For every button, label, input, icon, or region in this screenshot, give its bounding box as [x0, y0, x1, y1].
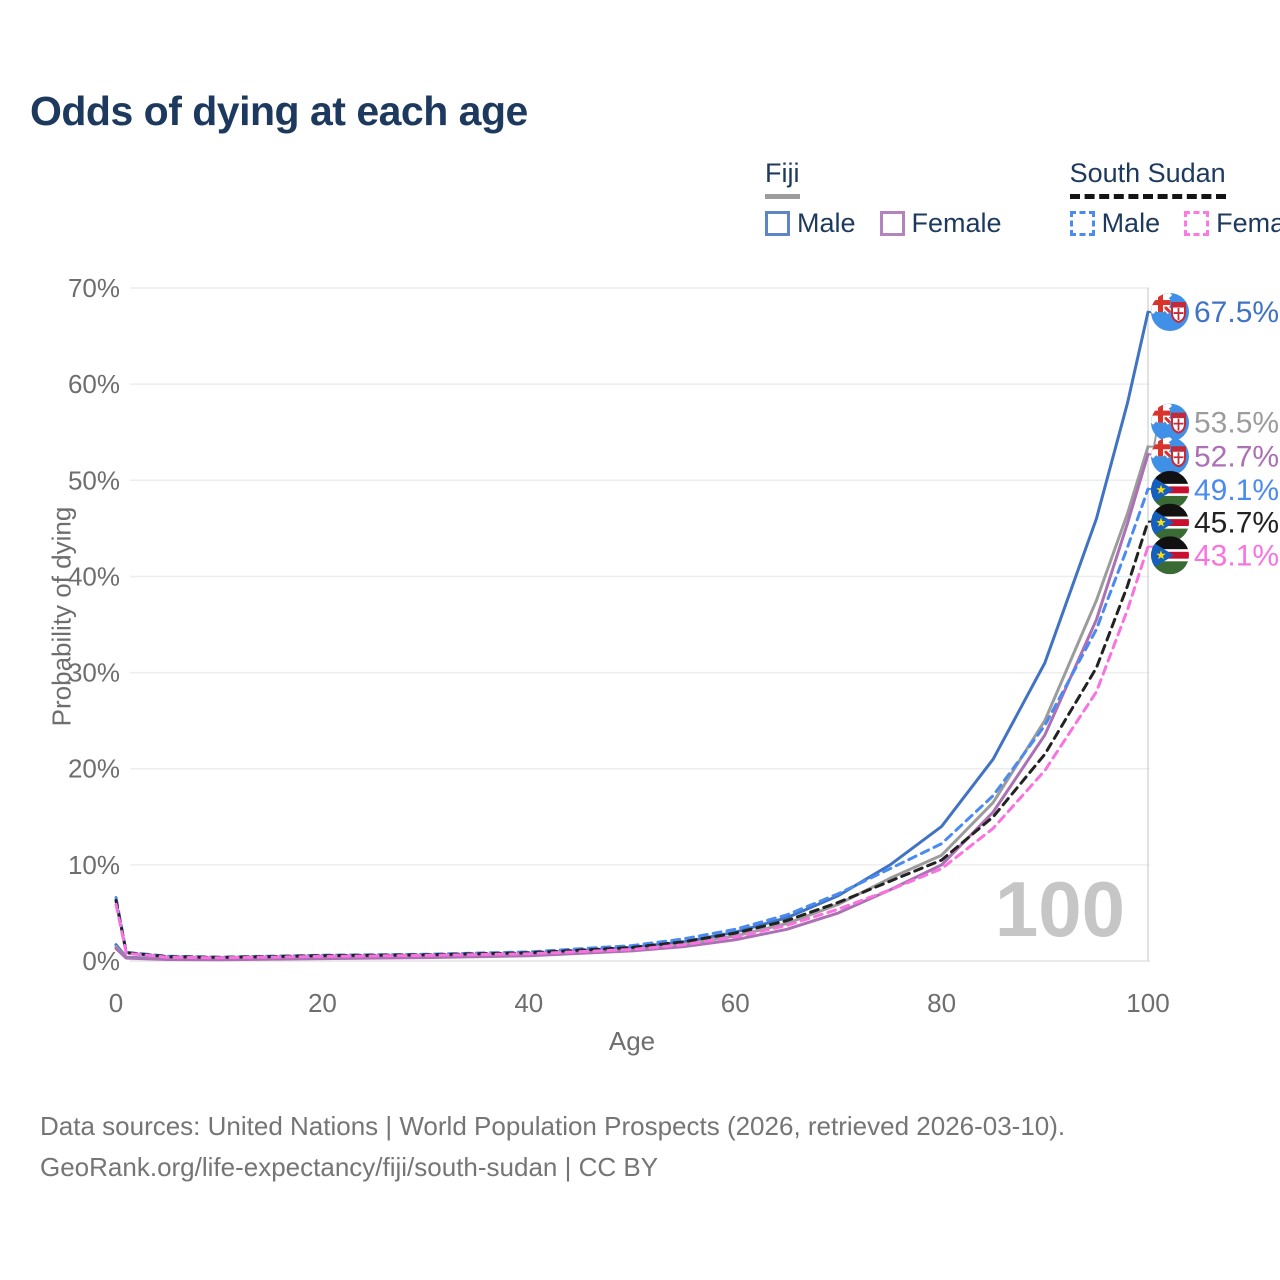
legend-group-south-sudan: South Sudan Male Female [1069, 158, 1280, 239]
legend-item-label: Female [1216, 208, 1280, 238]
y-tick-label: 0% [82, 946, 120, 976]
footer-line-1: Data sources: United Nations | World Pop… [40, 1111, 1066, 1141]
south_sudan-flag-icon [1151, 536, 1189, 575]
y-tick-label: 10% [68, 850, 120, 880]
south_sudan-flag-icon [1151, 470, 1189, 509]
south_sudan-flag-icon [1151, 503, 1189, 542]
hover-age-watermark: 100 [860, 870, 1125, 948]
footer-attribution: Data sources: United Nations | World Pop… [40, 1106, 1240, 1188]
legend-item-south-sudan-female[interactable]: Female [1184, 208, 1280, 239]
end-value-label: 45.7% [1194, 507, 1279, 540]
page-title: Odds of dying at each age [30, 88, 528, 134]
fiji-flag-icon [1151, 293, 1189, 332]
x-tick-label: 100 [1126, 988, 1169, 1018]
fiji-flag-icon [1151, 437, 1189, 476]
series-line-2 [114, 452, 1150, 962]
legend-item-label: Female [911, 208, 1002, 238]
y-tick-label: 20% [68, 754, 120, 784]
legend: Fiji Male Female South Sudan Male Female [765, 158, 1280, 239]
x-axis-title: Age [608, 1026, 656, 1056]
x-tick-label: 20 [308, 988, 337, 1018]
series-line-5 [114, 545, 1150, 960]
y-tick-label: 60% [68, 369, 120, 399]
footer-line-2: GeoRank.org/life-expectancy/fiji/south-s… [40, 1152, 659, 1182]
y-tick-label: 30% [68, 658, 120, 688]
fiji-female-swatch-icon [879, 211, 905, 236]
end-value-label: 67.5% [1194, 296, 1279, 329]
end-label-connector [1148, 545, 1164, 557]
x-tick-label: 60 [721, 988, 750, 1018]
south-sudan-female-swatch-icon [1184, 211, 1210, 236]
legend-header-fiji[interactable]: Fiji [765, 158, 800, 199]
end-value-label: 49.1% [1194, 474, 1279, 507]
legend-item-south-sudan-male[interactable]: Male [1069, 208, 1161, 239]
x-tick-label: 80 [927, 988, 956, 1018]
y-tick-label: 70% [68, 273, 120, 303]
x-tick-label: 0 [109, 988, 123, 1018]
end-value-label: 52.7% [1194, 440, 1279, 473]
legend-item-label: Male [797, 208, 856, 238]
x-tick-label: 40 [514, 988, 543, 1018]
legend-header-south-sudan[interactable]: South Sudan [1069, 158, 1226, 199]
fiji-flag-icon [1151, 403, 1189, 442]
legend-item-fiji-male[interactable]: Male [765, 208, 856, 239]
fiji-male-swatch-icon [765, 211, 790, 236]
y-tick-label: 40% [68, 561, 120, 591]
plot-hover-area[interactable] [116, 288, 1148, 961]
end-value-label: 53.5% [1194, 407, 1279, 440]
legend-item-fiji-female[interactable]: Female [879, 208, 1002, 239]
end-value-label: 43.1% [1194, 539, 1279, 572]
south-sudan-male-swatch-icon [1069, 211, 1095, 236]
y-axis-title: Probability of dying [46, 506, 77, 727]
legend-item-label: Male [1101, 208, 1161, 238]
legend-group-fiji: Fiji Male Female [765, 158, 1002, 239]
y-tick-label: 50% [68, 465, 120, 495]
